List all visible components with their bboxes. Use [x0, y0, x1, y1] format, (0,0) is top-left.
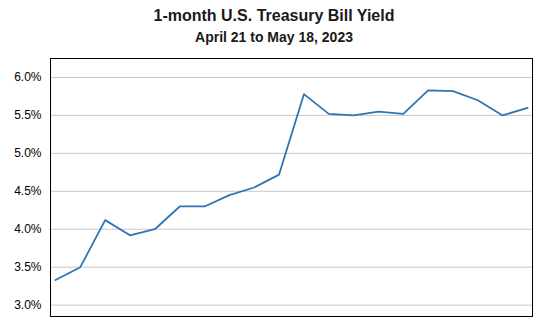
svg-text:3.0%: 3.0%	[14, 298, 42, 312]
svg-text:4.5%: 4.5%	[14, 184, 42, 198]
svg-text:5.0%: 5.0%	[14, 146, 42, 160]
html-text:April 21 to May 18, 2023: April 21 to May 18, 2023	[195, 29, 353, 45]
svg-text:4.0%: 4.0%	[14, 222, 42, 236]
svg-text:6.0%: 6.0%	[14, 70, 42, 84]
svg-text:5.5%: 5.5%	[14, 108, 42, 122]
html-text:1-month U.S. Treasury Bill Yie: 1-month U.S. Treasury Bill Yield	[153, 7, 395, 24]
svg-text:3.5%: 3.5%	[14, 260, 42, 274]
